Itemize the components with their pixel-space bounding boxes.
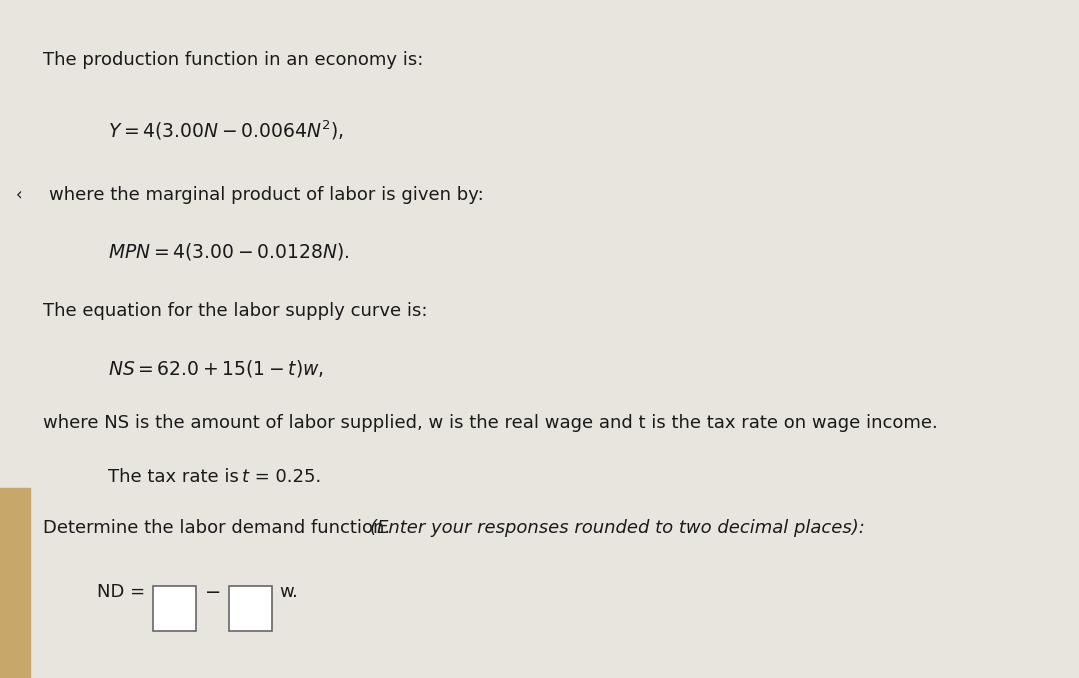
Text: w.: w. <box>279 583 298 601</box>
Text: $NS = 62.0 + 15(1 - t)w,$: $NS = 62.0 + 15(1 - t)w,$ <box>108 358 324 379</box>
Text: t: t <box>242 468 248 486</box>
Text: Determine the labor demand function.: Determine the labor demand function. <box>43 519 396 537</box>
Text: $Y = 4(3.00N - 0.0064N^2),$: $Y = 4(3.00N - 0.0064N^2),$ <box>108 119 344 142</box>
Text: $MPN = 4(3.00 - 0.0128N).$: $MPN = 4(3.00 - 0.0128N).$ <box>108 241 350 262</box>
Text: The tax rate is: The tax rate is <box>108 468 245 486</box>
Text: where NS is the amount of labor supplied, w is the real wage and t is the tax ra: where NS is the amount of labor supplied… <box>43 414 938 432</box>
Text: where the marginal product of labor is given by:: where the marginal product of labor is g… <box>49 186 483 205</box>
Text: = 0.25.: = 0.25. <box>249 468 322 486</box>
Text: The equation for the labor supply curve is:: The equation for the labor supply curve … <box>43 302 427 320</box>
Text: The production function in an economy is:: The production function in an economy is… <box>43 51 424 69</box>
Text: ND =: ND = <box>97 583 151 601</box>
Text: ‹: ‹ <box>16 186 23 205</box>
Text: (Enter your responses rounded to two decimal places):: (Enter your responses rounded to two dec… <box>370 519 865 537</box>
Text: −: − <box>205 583 221 602</box>
